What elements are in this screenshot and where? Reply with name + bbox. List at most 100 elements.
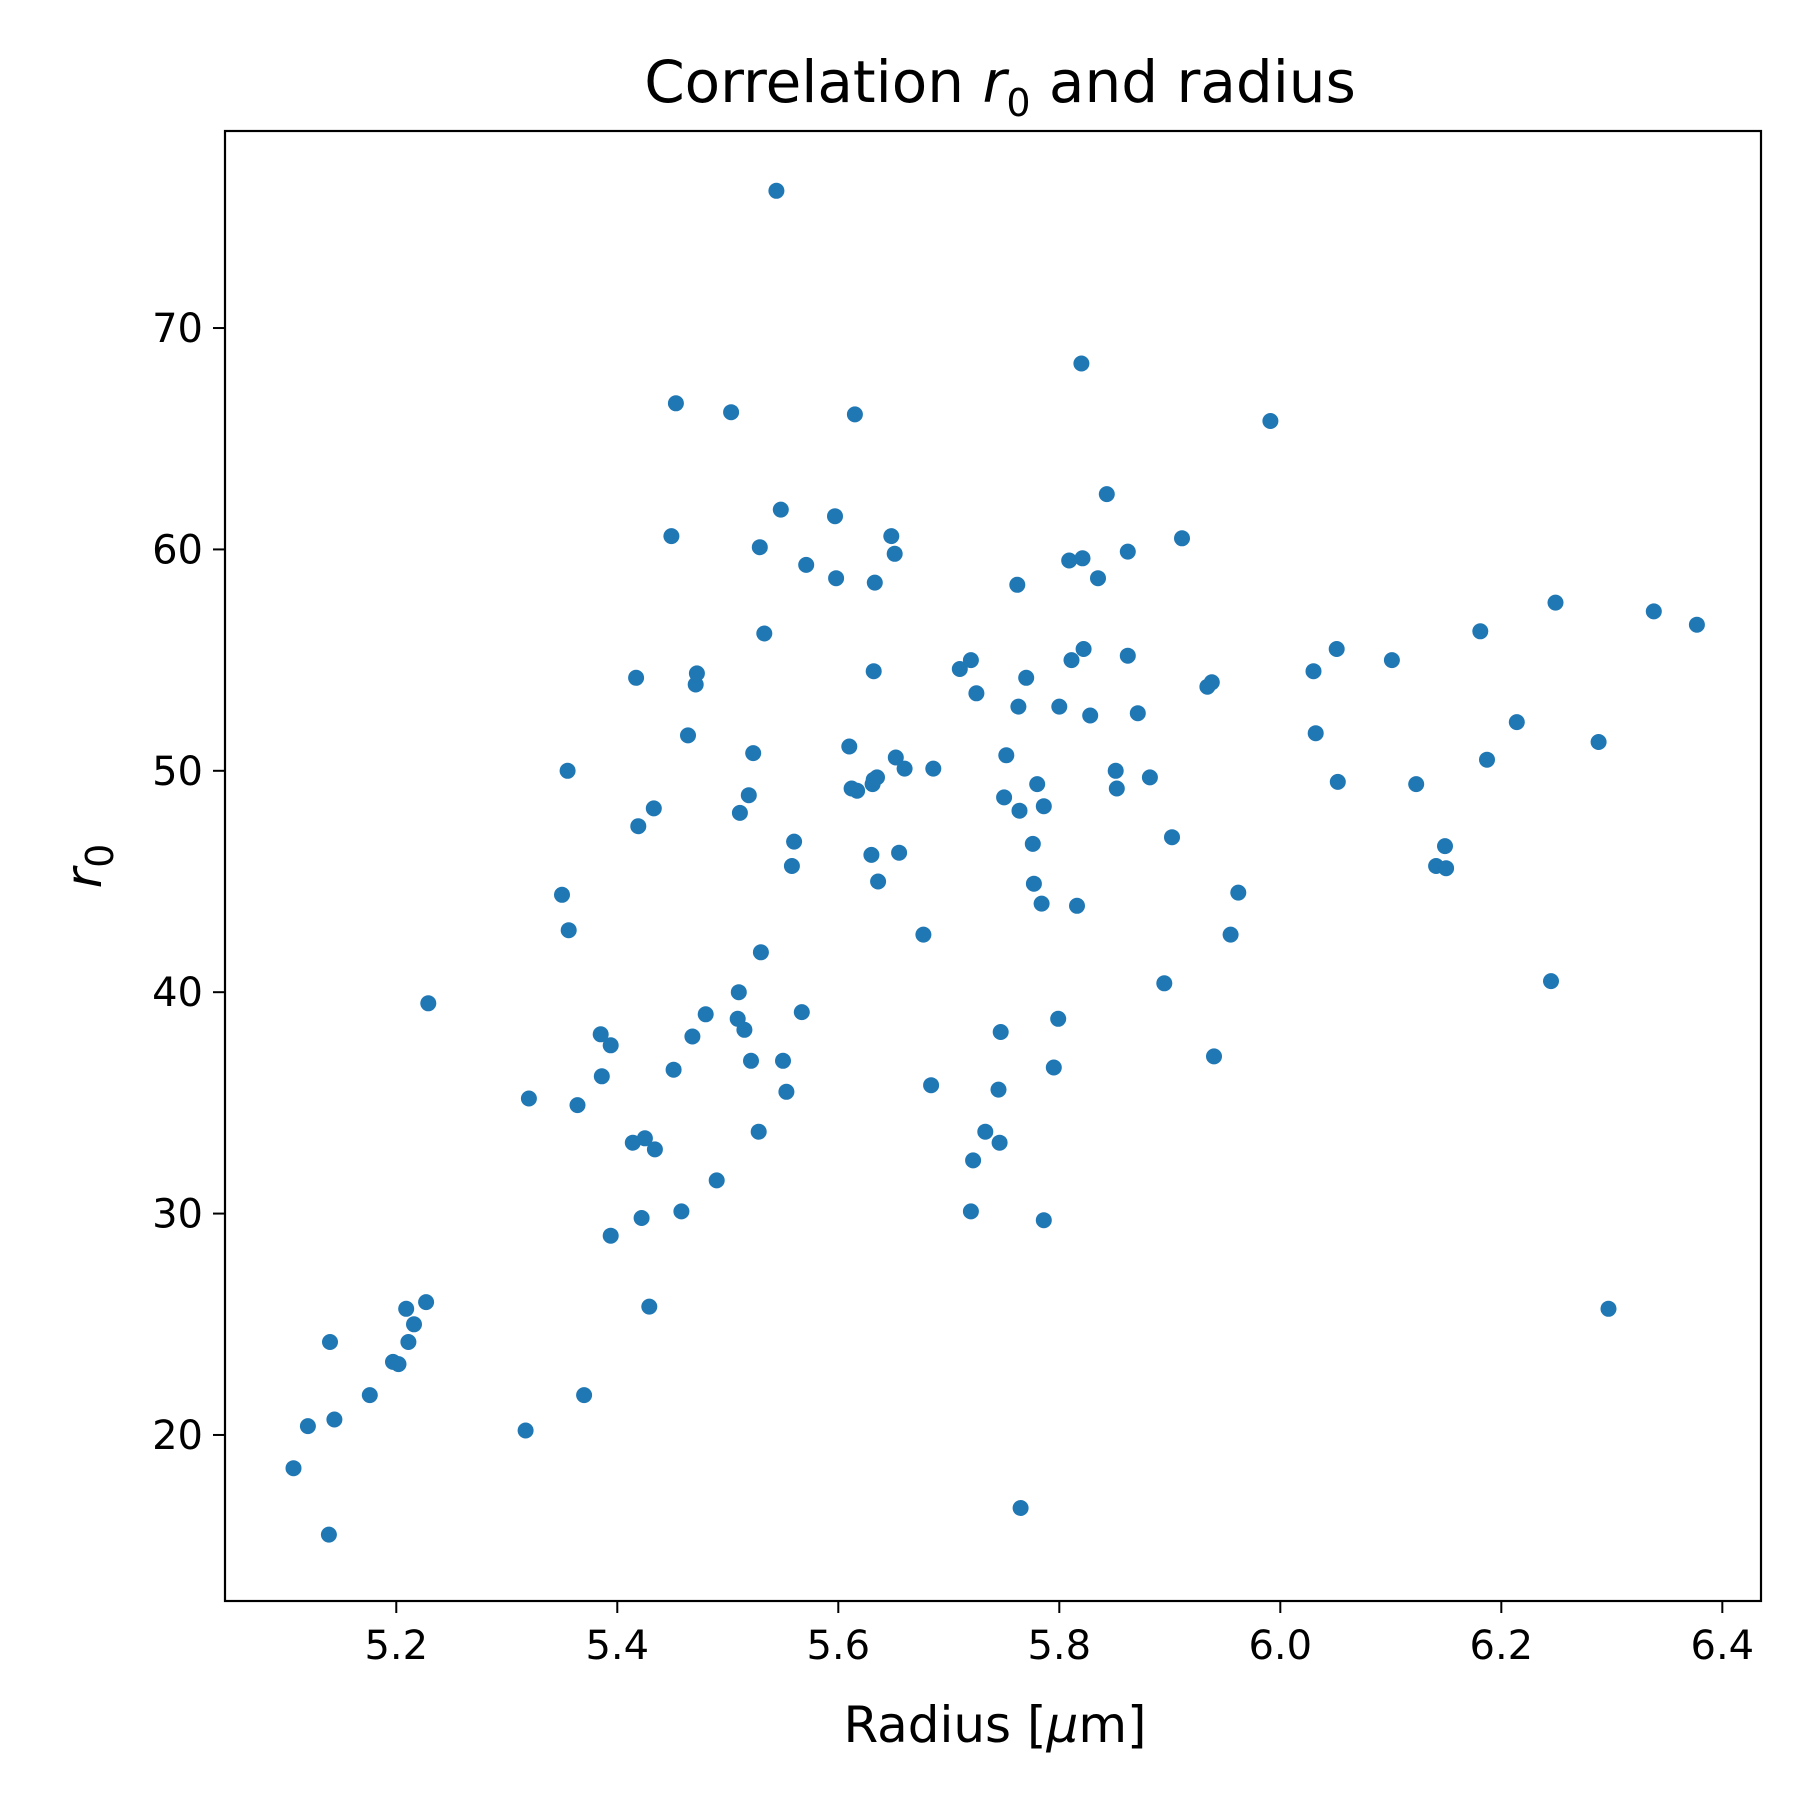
data-point	[866, 574, 883, 591]
data-point	[1069, 897, 1085, 914]
data-point	[1119, 647, 1136, 664]
data-point	[768, 182, 785, 199]
y-tick-label: 50	[152, 749, 203, 795]
data-point	[285, 1460, 302, 1477]
data-point	[390, 1356, 407, 1373]
data-point	[1438, 860, 1455, 877]
plot-frame	[223, 129, 1763, 1603]
y-axis-label: r0	[55, 844, 122, 889]
data-point	[406, 1316, 422, 1333]
plot-area	[223, 129, 1763, 1603]
data-point	[1472, 623, 1489, 640]
x-axis-ticks: 5.2 5.4 5.6 5.8 6.0 6.2 6.4	[364, 1601, 1754, 1669]
data-point	[923, 1077, 940, 1094]
data-point	[745, 745, 762, 762]
data-point	[593, 1068, 610, 1085]
x-tick-label: 5.6	[806, 1623, 870, 1669]
data-point	[1033, 895, 1050, 912]
data-point	[750, 1123, 767, 1140]
data-point	[1547, 594, 1564, 611]
data-point	[628, 669, 645, 686]
data-point	[891, 844, 908, 861]
data-point	[962, 1203, 979, 1220]
data-point	[793, 1004, 810, 1021]
data-point	[1600, 1300, 1617, 1317]
data-point	[1045, 1059, 1062, 1076]
data-point	[743, 1052, 759, 1069]
data-point	[1107, 762, 1124, 779]
y-tick-label: 20	[152, 1413, 203, 1459]
data-point	[1543, 973, 1559, 990]
data-point	[1018, 669, 1035, 686]
data-point	[846, 406, 863, 423]
data-point	[322, 1334, 338, 1350]
y-tick-label: 60	[152, 527, 203, 573]
data-points	[285, 182, 1705, 1543]
data-point	[602, 1227, 619, 1244]
data-point	[646, 1141, 663, 1158]
data-point	[602, 1037, 619, 1054]
data-point	[998, 747, 1015, 764]
data-point	[400, 1334, 417, 1350]
data-point	[1108, 780, 1125, 797]
data-point	[723, 404, 740, 421]
data-point	[756, 625, 773, 642]
data-point	[592, 1026, 609, 1043]
data-point	[962, 652, 979, 669]
data-point	[697, 1006, 714, 1023]
data-point	[1035, 1212, 1052, 1229]
data-point	[968, 685, 985, 702]
x-axis-label-mu: μ	[1046, 1696, 1079, 1754]
data-point	[798, 556, 815, 573]
data-point	[560, 922, 577, 939]
data-point	[896, 760, 913, 777]
data-point	[786, 833, 803, 850]
data-point	[641, 1298, 658, 1315]
data-point	[1050, 1010, 1067, 1027]
data-point	[520, 1090, 537, 1107]
data-point	[1063, 652, 1080, 669]
data-point	[1012, 1500, 1029, 1516]
data-point	[665, 1061, 682, 1078]
data-point	[1383, 652, 1400, 669]
data-point	[1328, 641, 1345, 657]
data-point	[1082, 707, 1099, 724]
data-point	[736, 1021, 753, 1038]
data-point	[1305, 663, 1322, 680]
data-point	[1075, 641, 1092, 657]
data-point	[1009, 576, 1026, 593]
data-point	[965, 1152, 982, 1169]
data-point	[320, 1526, 337, 1543]
data-point	[1024, 835, 1041, 852]
data-point	[992, 1024, 1009, 1040]
data-point	[1061, 552, 1078, 569]
data-point	[1129, 705, 1146, 722]
data-point	[1174, 530, 1190, 547]
y-axis-ticks: 20 30 40 50 60 70	[152, 306, 225, 1459]
x-tick-label: 5.2	[364, 1623, 428, 1669]
data-point	[680, 727, 696, 744]
data-point	[783, 858, 800, 874]
y-tick-label: 70	[152, 306, 203, 352]
data-point	[752, 944, 769, 961]
data-point	[869, 769, 885, 786]
data-point	[645, 800, 662, 817]
x-tick-label: 6.4	[1691, 1623, 1755, 1669]
data-point	[1203, 674, 1220, 691]
data-point	[420, 995, 437, 1012]
data-point	[883, 528, 900, 545]
data-point	[1010, 698, 1027, 715]
data-point	[361, 1387, 378, 1404]
data-point	[1222, 926, 1239, 943]
data-point	[915, 926, 932, 943]
data-point	[991, 1134, 1008, 1151]
data-point	[841, 738, 858, 755]
data-point	[1645, 603, 1662, 620]
data-point	[1590, 734, 1607, 750]
data-point	[326, 1411, 343, 1428]
data-point	[1437, 838, 1453, 855]
data-point	[517, 1422, 534, 1439]
x-axis-label-suffix: m]	[1078, 1696, 1146, 1754]
